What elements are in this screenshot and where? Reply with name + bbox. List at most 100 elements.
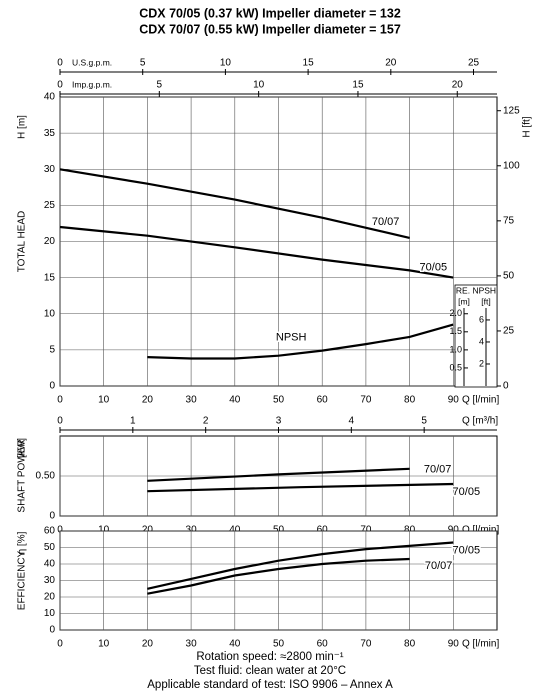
x-tick-label: 40 <box>229 639 241 650</box>
secondary-x-tick-label: 10 <box>253 80 265 91</box>
npsh-ft-tick-label: 4 <box>479 336 484 346</box>
y-axis-unit: η [%] <box>17 531 28 554</box>
secondary-x-tick-label: 0 <box>57 58 63 69</box>
npsh-m-tick-label: 1.0 <box>449 344 462 354</box>
y-axis-unit: [kW] <box>17 438 28 458</box>
secondary-x-tick-label: 0 <box>57 416 63 427</box>
npsh-ft-tick-label: 2 <box>479 358 484 368</box>
footer-line: Rotation speed: ≈2800 min⁻¹ <box>196 651 343 663</box>
series-line <box>59 225 454 279</box>
series-label: 70/05 <box>453 544 481 556</box>
x-tick-label: 20 <box>142 639 154 650</box>
series-label: 70/05 <box>420 262 448 274</box>
secondary-x-axis-label: U.S.g.p.m. <box>72 57 112 67</box>
y-tick-label: 15 <box>44 272 56 283</box>
y-right-tick-label: 125 <box>503 105 520 116</box>
y-right-tick-label: 25 <box>503 326 515 337</box>
x-tick-label: 0 <box>57 639 63 650</box>
secondary-x-axis-label: Imp.g.p.m. <box>72 79 112 89</box>
secondary-x-tick-label: 25 <box>468 58 480 69</box>
y-right-tick-label: 100 <box>503 160 520 171</box>
y-tick-label: 20 <box>44 592 56 603</box>
x-tick-label: 70 <box>360 395 372 406</box>
y-tick-label: 30 <box>44 164 56 175</box>
x-tick-label: 30 <box>186 395 198 406</box>
x-tick-label: 90 <box>448 639 460 650</box>
secondary-x-tick-label: 20 <box>452 80 464 91</box>
series-line <box>147 467 410 482</box>
x-tick-label: 20 <box>142 395 154 406</box>
y-axis-label: TOTAL HEAD <box>17 211 28 273</box>
x-tick-label: 80 <box>404 639 416 650</box>
secondary-x-tick-label: 5 <box>140 58 146 69</box>
secondary-x-tick-label: 1 <box>130 416 136 427</box>
secondary-x-tick-label: 3 <box>276 416 282 427</box>
x-tick-label: 40 <box>229 525 241 536</box>
series-label: 70/05 <box>453 486 481 498</box>
series-line <box>147 323 454 360</box>
series-line <box>147 557 410 595</box>
series-label: NPSH <box>276 332 307 344</box>
npsh-m-label: [m] <box>458 296 470 306</box>
x-tick-label: 80 <box>404 525 416 536</box>
y-tick-label: 35 <box>44 128 56 139</box>
secondary-x-tick-label: 5 <box>157 80 163 91</box>
x-tick-label: 0 <box>57 525 63 536</box>
x-tick-label: 60 <box>317 525 329 536</box>
y-tick-label: 0 <box>49 381 55 392</box>
secondary-x-tick-label: 4 <box>349 416 355 427</box>
secondary-x-axis-label: Q [m³/h] <box>462 416 498 427</box>
series-line <box>59 168 410 239</box>
npsh-m-tick-label: 0.5 <box>449 362 462 372</box>
y-tick-label: 0 <box>49 625 55 636</box>
series-line <box>147 482 454 493</box>
x-tick-label: 90 <box>448 395 460 406</box>
x-tick-label: 70 <box>360 525 372 536</box>
x-tick-label: 30 <box>186 525 198 536</box>
x-tick-label: 80 <box>404 395 416 406</box>
npsh-m-tick-label: 2.0 <box>449 308 462 318</box>
y-tick-label: 30 <box>44 575 56 586</box>
secondary-x-tick-label: 20 <box>385 58 397 69</box>
x-axis-label: Q [l/min] <box>462 525 499 536</box>
series-label: 70/07 <box>424 464 452 476</box>
npsh-ft-tick-label: 6 <box>479 314 484 324</box>
title-line: CDX 70/05 (0.37 kW) Impeller diameter = … <box>139 6 401 20</box>
secondary-x-tick-label: 5 <box>421 416 427 427</box>
x-tick-label: 50 <box>273 525 285 536</box>
y-tick-label: 10 <box>44 308 56 319</box>
y-right-tick-label: 0 <box>503 381 509 392</box>
series-label: 70/07 <box>425 560 453 572</box>
npsh-box <box>454 284 498 388</box>
x-tick-label: 10 <box>98 395 110 406</box>
y-tick-label: 40 <box>44 559 56 570</box>
y-tick-label: 5 <box>49 345 55 356</box>
x-tick-label: 10 <box>98 525 110 536</box>
x-tick-label: 0 <box>57 395 63 406</box>
x-tick-label: 70 <box>360 639 372 650</box>
y-tick-label: 0.50 <box>36 471 56 482</box>
x-tick-label: 50 <box>273 639 285 650</box>
y-tick-label: 10 <box>44 608 56 619</box>
x-tick-label: 60 <box>317 395 329 406</box>
y-right-tick-label: 75 <box>503 215 515 226</box>
footer-line: Test fluid: clean water at 20°C <box>194 665 346 677</box>
x-axis-label: Q [l/min] <box>462 395 499 406</box>
y-tick-label: 25 <box>44 200 56 211</box>
y-axis-label: SHAFT POWER <box>17 439 28 512</box>
x-tick-label: 60 <box>317 639 329 650</box>
x-tick-label: 40 <box>229 395 241 406</box>
x-axis-label: Q [l/min] <box>462 639 499 650</box>
y-right-tick-label: 50 <box>503 271 515 282</box>
x-tick-label: 90 <box>448 525 460 536</box>
npsh-m-tick-label: 1.5 <box>449 326 462 336</box>
npsh-ft-label: [ft] <box>481 296 490 306</box>
series-line <box>147 541 454 590</box>
y-tick-label: 60 <box>44 526 56 537</box>
x-tick-label: 30 <box>186 639 198 650</box>
secondary-x-tick-label: 10 <box>220 58 232 69</box>
y-tick-label: 50 <box>44 542 56 553</box>
x-tick-label: 20 <box>142 525 154 536</box>
title-line: CDX 70/07 (0.55 kW) Impeller diameter = … <box>139 22 401 36</box>
